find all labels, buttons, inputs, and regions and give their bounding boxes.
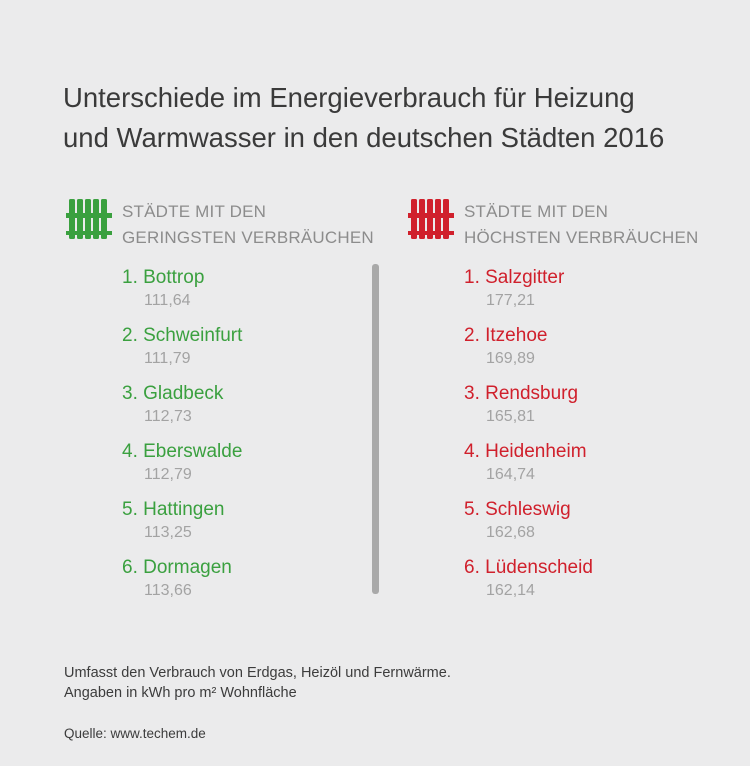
city-value: 164,74: [486, 466, 535, 483]
city-value: 177,21: [486, 292, 535, 309]
list-item: 5. Schleswig 162,68: [464, 497, 593, 555]
list-item: 3. Rendsburg 165,81: [464, 381, 593, 439]
low-title-line-1: STÄDTE MIT DEN: [122, 202, 267, 221]
city-value: 111,79: [144, 350, 191, 367]
city-name: 3. Rendsburg: [464, 383, 579, 404]
high-title-line-1: STÄDTE MIT DEN: [464, 202, 609, 221]
city-name: 1. Salzgitter: [464, 267, 565, 288]
city-value: 162,68: [486, 524, 535, 541]
high-city-list: 1. Salzgitter 177,21 2. Itzehoe 169,89 3…: [464, 265, 593, 613]
city-name: 2. Schweinfurt: [122, 325, 243, 346]
low-column-header: STÄDTE MIT DEN GERINGSTEN VERBRÄUCHEN: [66, 195, 374, 255]
column-divider: [372, 264, 379, 594]
city-name: 5. Hattingen: [122, 499, 225, 520]
list-item: 2. Itzehoe 169,89: [464, 323, 593, 381]
list-item: 1. Bottrop 111,64: [122, 265, 242, 323]
city-value: 112,79: [144, 466, 192, 483]
low-consumption-column: STÄDTE MIT DEN GERINGSTEN VERBRÄUCHEN 1.…: [66, 195, 374, 599]
low-column-title: STÄDTE MIT DEN GERINGSTEN VERBRÄUCHEN: [122, 199, 374, 251]
city-name: 5. Schleswig: [464, 499, 571, 520]
city-value: 113,25: [144, 524, 192, 541]
high-consumption-column: STÄDTE MIT DEN HÖCHSTEN VERBRÄUCHEN 1. S…: [408, 195, 708, 599]
high-title-line-2: HÖCHSTEN VERBRÄUCHEN: [464, 228, 699, 247]
footnote: Umfasst den Verbrauch von Erdgas, Heizöl…: [64, 663, 451, 703]
list-item: 6. Dormagen 113,66: [122, 555, 242, 613]
radiator-icon: [66, 199, 112, 239]
city-value: 165,81: [486, 408, 535, 425]
city-value: 169,89: [486, 350, 535, 367]
footnote-line-2: Angaben in kWh pro m² Wohnfläche: [64, 685, 297, 701]
low-title-line-2: GERINGSTEN VERBRÄUCHEN: [122, 228, 374, 247]
city-value: 113,66: [144, 582, 192, 599]
footnote-line-1: Umfasst den Verbrauch von Erdgas, Heizöl…: [64, 665, 451, 681]
list-item: 2. Schweinfurt 111,79: [122, 323, 242, 381]
city-name: 6. Dormagen: [122, 557, 232, 578]
title-line-2: und Warmwasser in den deutschen Städten …: [63, 122, 665, 154]
city-name: 4. Heidenheim: [464, 441, 587, 462]
city-value: 112,73: [144, 408, 192, 425]
list-item: 4. Heidenheim 164,74: [464, 439, 593, 497]
city-name: 6. Lüdenscheid: [464, 557, 593, 578]
city-name: 3. Gladbeck: [122, 383, 224, 404]
radiator-icon: [408, 199, 454, 239]
list-item: 6. Lüdenscheid 162,14: [464, 555, 593, 613]
city-name: 1. Bottrop: [122, 267, 205, 288]
page-title: Unterschiede im Energieverbrauch für Hei…: [63, 78, 723, 158]
city-value: 111,64: [144, 292, 191, 309]
high-column-header: STÄDTE MIT DEN HÖCHSTEN VERBRÄUCHEN: [408, 195, 708, 255]
list-item: 4. Eberswalde 112,79: [122, 439, 242, 497]
city-name: 2. Itzehoe: [464, 325, 548, 346]
high-column-title: STÄDTE MIT DEN HÖCHSTEN VERBRÄUCHEN: [464, 199, 698, 251]
city-value: 162,14: [486, 582, 535, 599]
source-note: Quelle: www.techem.de: [64, 726, 206, 741]
list-item: 1. Salzgitter 177,21: [464, 265, 593, 323]
list-item: 5. Hattingen 113,25: [122, 497, 242, 555]
title-line-1: Unterschiede im Energieverbrauch für Hei…: [63, 82, 635, 114]
list-item: 3. Gladbeck 112,73: [122, 381, 242, 439]
city-name: 4. Eberswalde: [122, 441, 243, 462]
low-city-list: 1. Bottrop 111,64 2. Schweinfurt 111,79 …: [122, 265, 242, 613]
